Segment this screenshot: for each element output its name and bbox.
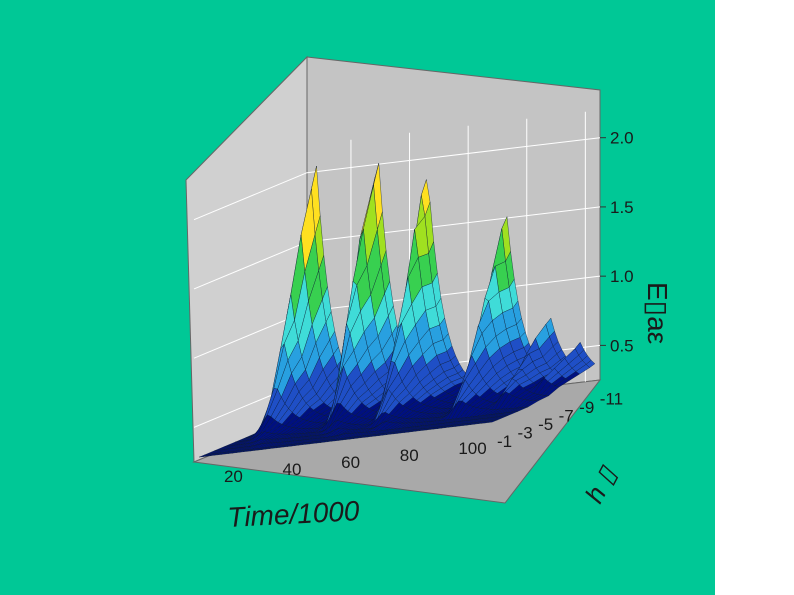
x-tick-label: 60 bbox=[341, 453, 360, 472]
y-tick-label: -7 bbox=[559, 406, 574, 425]
surface-patch bbox=[488, 419, 498, 423]
x-axis-ticks: 20 40 60 80 100 bbox=[224, 439, 487, 486]
grid-line bbox=[193, 241, 308, 290]
x-axis-title: Time/1000 bbox=[227, 495, 361, 533]
grid-line bbox=[306, 137, 601, 174]
y-tick-label: -11 bbox=[600, 389, 623, 408]
y-tick-label: -3 bbox=[518, 423, 533, 442]
slide-background: 20 40 60 80 100 -11 -9 -7 -5 -3 -1 0.5 1.0 1.5 2.0 T… bbox=[0, 0, 715, 595]
z-axis-ticks: 0.5 1.0 1.5 2.0 bbox=[600, 129, 634, 355]
grid-lines bbox=[193, 111, 601, 428]
surface-plot: 20 40 60 80 100 -11 -9 -7 -5 -3 -1 0.5 1.0 1.5 2.0 T… bbox=[185, 55, 673, 533]
x-tick-label: 40 bbox=[283, 460, 302, 479]
y-tick-label: -5 bbox=[538, 415, 553, 434]
z-tick-label: 1.0 bbox=[610, 267, 634, 286]
z-axis-title: E▯aε bbox=[642, 282, 673, 344]
y-tick-label: -1 bbox=[497, 432, 512, 451]
grid-line bbox=[193, 172, 308, 221]
x-tick-label: 20 bbox=[224, 467, 243, 486]
x-tick-label: 100 bbox=[458, 439, 486, 458]
z-tick-label: 2.0 bbox=[610, 129, 634, 148]
z-tick-label: 0.5 bbox=[610, 336, 634, 355]
y-axis-ticks: -11 -9 -7 -5 -3 -1 bbox=[497, 389, 623, 451]
x-tick-label: 80 bbox=[400, 446, 419, 465]
y-axis-title: h ▯ bbox=[579, 460, 624, 508]
grid-line bbox=[306, 206, 601, 243]
z-tick-label: 1.5 bbox=[610, 198, 634, 217]
surface-mesh bbox=[199, 163, 596, 458]
y-tick-label: -9 bbox=[579, 398, 594, 417]
